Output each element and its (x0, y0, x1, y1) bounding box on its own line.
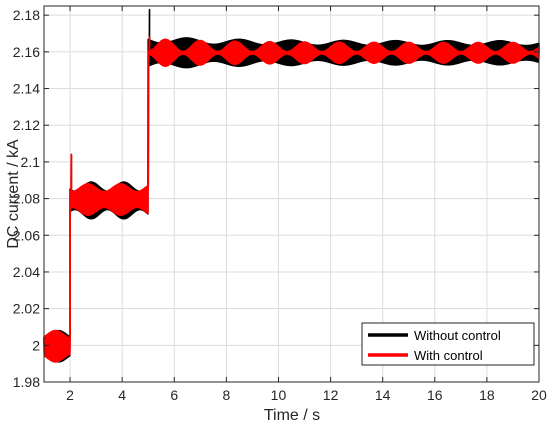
grid-lines (44, 6, 540, 383)
x-tick-label: 18 (479, 387, 495, 403)
y-tick-label: 2.12 (13, 117, 40, 133)
y-tick-label: 2.14 (13, 81, 40, 97)
y-tick-label: 2 (32, 337, 40, 353)
y-tick-label: 1.98 (13, 374, 40, 390)
x-axis-ticks: 2 4 6 8 10 12 14 16 18 20 (66, 6, 547, 403)
y-tick-label: 2.02 (13, 301, 40, 317)
y-tick-label: 2.04 (13, 264, 40, 280)
y-tick-label: 2.06 (13, 227, 40, 243)
x-axis-label: Time / s (264, 407, 320, 424)
x-tick-label: 8 (222, 387, 230, 403)
x-tick-label: 14 (375, 387, 391, 403)
x-tick-label: 16 (427, 387, 443, 403)
x-tick-label: 10 (271, 387, 287, 403)
legend: Without control With control (361, 322, 535, 366)
y-tick-label: 2.16 (13, 44, 40, 60)
x-tick-label: 2 (66, 387, 74, 403)
y-axis-ticks: 1.98 2 2.02 2.04 2.06 2.08 2.1 2.12 2.14 2.16 2.18 (13, 7, 539, 390)
series-layer (43, 8, 540, 363)
x-tick-label: 12 (323, 387, 339, 403)
x-tick-label: 20 (531, 387, 547, 403)
x-tick-label: 4 (118, 387, 126, 403)
legend-label-with-control: With control (414, 348, 483, 363)
y-axis-label: DC current / kA (5, 139, 22, 249)
y-tick-label: 2.1 (21, 154, 41, 170)
y-tick-label: 2.18 (13, 7, 40, 23)
axes-box (43, 5, 540, 383)
series-line-without-control (43, 8, 540, 363)
y-tick-label: 2.08 (13, 191, 40, 207)
series-line-with-control (43, 36, 540, 363)
x-tick-label: 6 (170, 387, 178, 403)
legend-label-without-control: Without control (414, 328, 501, 343)
legend-box (361, 322, 535, 366)
